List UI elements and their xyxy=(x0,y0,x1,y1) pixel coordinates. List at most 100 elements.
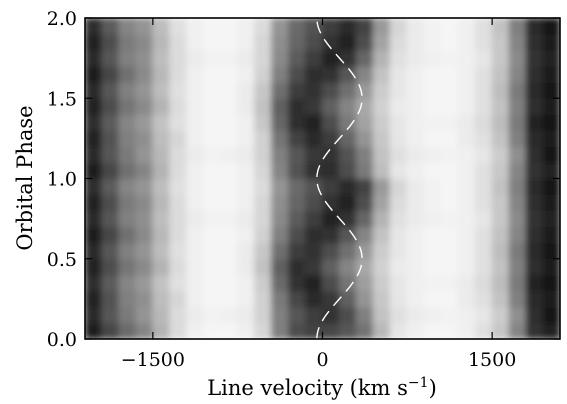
y-tick-label: 2.0 xyxy=(47,8,77,30)
heatmap-cell xyxy=(135,226,154,244)
heatmap-cell xyxy=(288,290,307,308)
heatmap-cell xyxy=(169,129,188,147)
heatmap-cell xyxy=(288,242,307,260)
heatmap-cell xyxy=(220,290,239,308)
heatmap-cell xyxy=(372,178,391,196)
heatmap-cell xyxy=(203,161,222,179)
heatmap-cell xyxy=(101,65,120,83)
heatmap-cell xyxy=(152,33,171,51)
heatmap-cell xyxy=(220,113,239,131)
heatmap-cell xyxy=(491,306,510,324)
heatmap-cell xyxy=(237,242,256,260)
heatmap-cell xyxy=(203,145,222,163)
heatmap-cell xyxy=(389,161,408,179)
heatmap-cell xyxy=(101,194,120,212)
y-axis-label: Orbital Phase xyxy=(13,105,37,250)
heatmap-cell xyxy=(508,226,527,244)
heatmap-cell xyxy=(152,194,171,212)
heatmap-cell xyxy=(474,242,493,260)
heatmap-cell xyxy=(406,81,425,99)
heatmap-cell xyxy=(338,161,357,179)
heatmap-cell xyxy=(389,81,408,99)
heatmap-cell xyxy=(423,145,442,163)
heatmap-cell xyxy=(440,290,459,308)
heatmap-cell xyxy=(322,226,340,244)
heatmap-cell xyxy=(305,161,323,179)
heatmap-cell xyxy=(85,18,103,35)
heatmap-cell xyxy=(135,194,154,212)
heatmap-cell xyxy=(474,49,493,67)
heatmap-cell xyxy=(372,161,391,179)
heatmap-cell xyxy=(338,49,357,67)
heatmap-cell xyxy=(169,306,188,324)
heatmap-cell xyxy=(440,33,459,51)
heatmap-cell xyxy=(440,322,459,339)
heatmap-cell xyxy=(508,274,527,292)
heatmap-cell xyxy=(491,274,510,292)
heatmap-cell xyxy=(355,306,374,324)
heatmap-cell xyxy=(474,210,493,228)
heatmap-cell xyxy=(135,322,154,339)
heatmap-cell xyxy=(203,33,222,51)
heatmap-cell xyxy=(423,18,442,35)
heatmap-cell xyxy=(186,113,205,131)
heatmap-cell xyxy=(474,81,493,99)
heatmap-cell xyxy=(389,242,408,260)
heatmap-cell xyxy=(406,210,425,228)
heatmap-cell xyxy=(525,290,544,308)
heatmap-cell xyxy=(474,33,493,51)
heatmap-cell xyxy=(491,290,510,308)
heatmap-cell xyxy=(525,65,544,83)
heatmap-cell xyxy=(457,49,476,67)
heatmap-cell xyxy=(305,242,323,260)
heatmap-cell xyxy=(406,33,425,51)
heatmap-cell xyxy=(457,129,476,147)
heatmap-cell xyxy=(118,258,137,276)
heatmap-cell xyxy=(474,113,493,131)
heatmap-cell xyxy=(322,178,340,196)
heatmap-cell xyxy=(372,129,391,147)
heatmap-cell xyxy=(406,145,425,163)
heatmap-cell xyxy=(118,290,137,308)
heatmap-cell xyxy=(474,274,493,292)
heatmap-cell xyxy=(355,242,374,260)
heatmap-cell xyxy=(355,18,374,35)
heatmap-cell xyxy=(355,81,374,99)
heatmap-cell xyxy=(491,161,510,179)
heatmap-cell xyxy=(152,113,171,131)
heatmap-cell xyxy=(203,274,222,292)
heatmap-cell xyxy=(101,210,120,228)
heatmap-cell xyxy=(474,290,493,308)
heatmap-cell xyxy=(118,97,137,115)
heatmap-cell xyxy=(254,18,273,35)
heatmap-cell xyxy=(389,113,408,131)
heatmap-cell xyxy=(220,226,239,244)
heatmap-cell xyxy=(372,65,391,83)
heatmap-cell xyxy=(423,49,442,67)
heatmap-cell xyxy=(203,18,222,35)
heatmap-cell xyxy=(322,49,340,67)
heatmap-cell xyxy=(322,33,340,51)
heatmap-cell xyxy=(389,194,408,212)
heatmap-cell xyxy=(372,322,391,339)
heatmap-cell xyxy=(423,322,442,339)
heatmap-cell xyxy=(85,210,103,228)
heatmap-cell xyxy=(423,161,442,179)
heatmap-cell xyxy=(237,290,256,308)
heatmap-cell xyxy=(525,274,544,292)
heatmap-cell xyxy=(118,113,137,131)
heatmap-cell xyxy=(101,129,120,147)
heatmap-cell xyxy=(389,97,408,115)
heatmap-cell xyxy=(525,129,544,147)
heatmap-cell xyxy=(338,97,357,115)
heatmap-cell xyxy=(440,274,459,292)
heatmap-cell xyxy=(457,290,476,308)
heatmap-cell xyxy=(118,178,137,196)
heatmap-cell xyxy=(135,18,154,35)
heatmap-cell xyxy=(135,258,154,276)
heatmap-cell xyxy=(423,290,442,308)
heatmap-cell xyxy=(118,81,137,99)
heatmap-cell xyxy=(169,18,188,35)
heatmap-cell xyxy=(288,258,307,276)
heatmap-cell xyxy=(271,226,290,244)
